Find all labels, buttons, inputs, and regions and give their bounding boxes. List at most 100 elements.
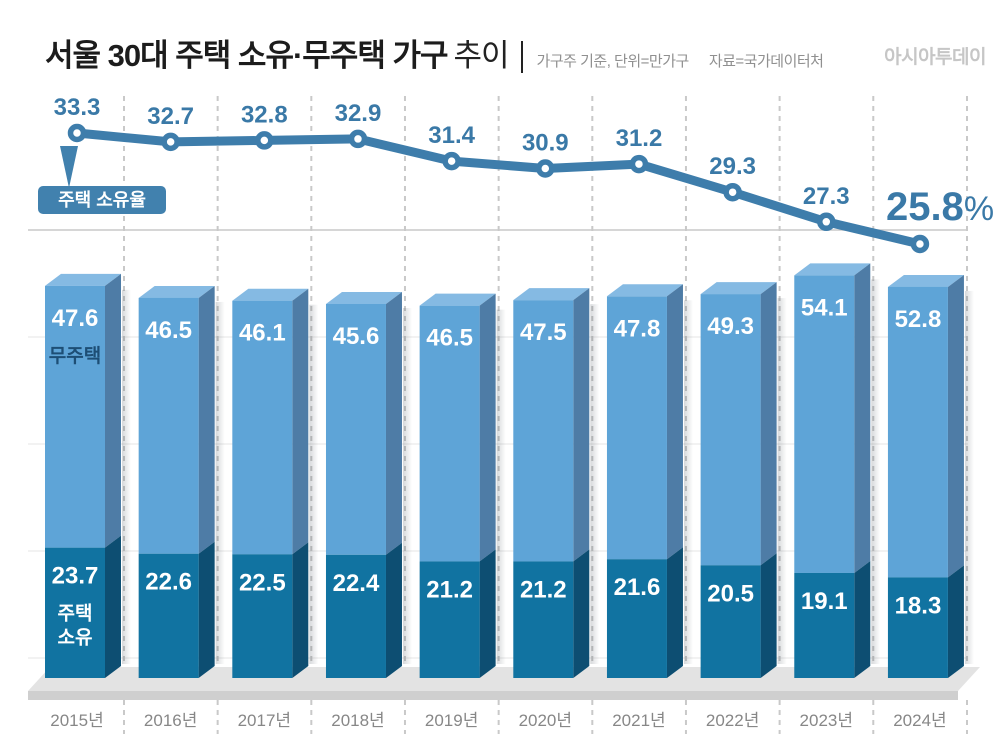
year-label: 2016년 bbox=[144, 711, 197, 730]
bar-top-face bbox=[325, 292, 402, 304]
line-value-label: 29.3 bbox=[709, 153, 756, 180]
bar-value-own-house: 22.6 bbox=[145, 569, 192, 596]
bar-side-face-light bbox=[479, 293, 496, 562]
bar-2020년: 47.5 21.2 bbox=[513, 288, 600, 678]
bar-side-face-dark bbox=[479, 549, 496, 678]
line-value-label: 32.9 bbox=[335, 100, 382, 127]
bar-top-face bbox=[700, 282, 777, 295]
series-label-own-house-line1: 주택 bbox=[58, 603, 93, 625]
line-value-label: 31.4 bbox=[428, 122, 475, 149]
bar-2017년: 46.1 22.5 bbox=[232, 288, 319, 678]
bar-segment-own-house bbox=[325, 554, 386, 678]
bar-value-own-house: 23.7 bbox=[52, 563, 99, 590]
bar-side-face-dark bbox=[198, 541, 215, 678]
year-label: 2019년 bbox=[425, 711, 478, 730]
bar-shadow bbox=[309, 304, 319, 664]
line-point bbox=[629, 154, 649, 174]
bar-segment-no-house bbox=[606, 296, 667, 560]
bar-value-no-house: 47.6 bbox=[52, 305, 99, 332]
note-source: 자료=국가데이터처 bbox=[708, 53, 824, 70]
bar-value-no-house: 45.6 bbox=[333, 323, 380, 350]
bar-shadow bbox=[964, 290, 974, 664]
bar-side-face-light bbox=[854, 263, 871, 573]
bar-side-face-dark bbox=[760, 553, 777, 678]
bar-shadow bbox=[496, 309, 506, 664]
line-value-label: 27.3 bbox=[803, 183, 850, 210]
bar-segment-own-house bbox=[45, 547, 105, 678]
bar-segment-no-house bbox=[887, 286, 948, 578]
series-label-no-house: 무주택 bbox=[49, 345, 101, 367]
bar-segment-no-house bbox=[138, 297, 199, 554]
bar-side-face-light bbox=[666, 284, 683, 560]
bar-segment-own-house bbox=[419, 561, 480, 678]
bar-shadow bbox=[871, 279, 881, 664]
line-point bbox=[161, 132, 180, 152]
note-unit: 가구주 기준, 단위=만가구 bbox=[536, 53, 690, 70]
bar-value-no-house: 46.5 bbox=[426, 325, 473, 352]
line-point bbox=[348, 129, 368, 149]
bar-value-no-house: 47.8 bbox=[614, 315, 661, 342]
line-value-label-last: 25.8% bbox=[886, 185, 994, 229]
bar-2018년: 45.6 22.4 bbox=[325, 292, 412, 678]
line-point bbox=[442, 151, 461, 171]
bar-segment-no-house bbox=[513, 300, 574, 562]
year-label: 2021년 bbox=[612, 711, 665, 730]
bar-side-face-light bbox=[292, 288, 309, 555]
bar-top-face bbox=[45, 273, 121, 286]
bar-2019년: 46.5 21.2 bbox=[419, 293, 506, 678]
year-label: 2018년 bbox=[331, 711, 384, 730]
bar-segment-own-house bbox=[513, 561, 574, 678]
bar-segment-no-house bbox=[794, 275, 855, 573]
bar-shadow bbox=[402, 308, 412, 664]
bar-2023년: 54.1 19.1 bbox=[794, 263, 881, 678]
bar-side-face-dark bbox=[947, 565, 964, 678]
bar-value-own-house: 21.6 bbox=[614, 574, 661, 601]
bubble-pointer bbox=[60, 146, 78, 188]
bar-segment-own-house bbox=[606, 559, 667, 678]
bar-shadow bbox=[215, 301, 225, 664]
bar-2016년: 46.5 22.6 bbox=[138, 285, 225, 678]
title-divider bbox=[520, 41, 523, 73]
bar-value-no-house: 47.5 bbox=[520, 319, 567, 346]
year-label: 2015년 bbox=[50, 711, 103, 730]
bar-top-face bbox=[138, 285, 215, 298]
bar-value-no-house: 52.8 bbox=[895, 306, 942, 333]
bar-shadow bbox=[122, 289, 131, 664]
line-point bbox=[536, 159, 555, 178]
header: 서울 30대 주택 소유·무주택 가구 추이 가구주 기준, 단위=만가구 자료=국가… bbox=[45, 30, 1000, 76]
bar-side-face-dark bbox=[573, 549, 590, 678]
page-title-suffix: 추이 bbox=[453, 38, 510, 73]
bar-side-face-light bbox=[573, 288, 590, 562]
bar-side-face-dark bbox=[292, 542, 309, 678]
line-point bbox=[67, 123, 87, 143]
line-point bbox=[817, 212, 836, 232]
year-label: 2020년 bbox=[519, 711, 572, 730]
bar-side-face-dark bbox=[666, 547, 683, 678]
line-value-label: 31.2 bbox=[616, 125, 663, 152]
bar-value-own-house: 22.4 bbox=[333, 570, 380, 597]
line-point bbox=[910, 234, 930, 254]
logo: 아시아투데이 bbox=[884, 47, 986, 68]
year-label: 2023년 bbox=[800, 711, 853, 730]
bar-side-face-dark bbox=[105, 535, 121, 678]
bar-value-no-house: 46.1 bbox=[239, 320, 286, 347]
bar-value-own-house: 21.2 bbox=[520, 576, 567, 603]
bar-segment-no-house bbox=[325, 304, 386, 555]
ownership-rate-line bbox=[72, 128, 925, 249]
bar-shadow bbox=[683, 300, 693, 664]
bar-segment-own-house bbox=[794, 572, 855, 678]
bar-side-face-light bbox=[105, 273, 121, 548]
year-label: 2022년 bbox=[706, 711, 759, 730]
line-value-label: 32.7 bbox=[147, 103, 194, 130]
line-legend-bubble bbox=[38, 186, 166, 214]
bar-top-face bbox=[887, 274, 964, 287]
last-value-number: 25.8 bbox=[886, 185, 964, 229]
line-point bbox=[723, 182, 742, 202]
line-point bbox=[255, 131, 274, 150]
bar-value-no-house: 54.1 bbox=[801, 294, 848, 321]
floor-front-edge bbox=[28, 691, 958, 700]
bar-top-face bbox=[419, 293, 496, 306]
